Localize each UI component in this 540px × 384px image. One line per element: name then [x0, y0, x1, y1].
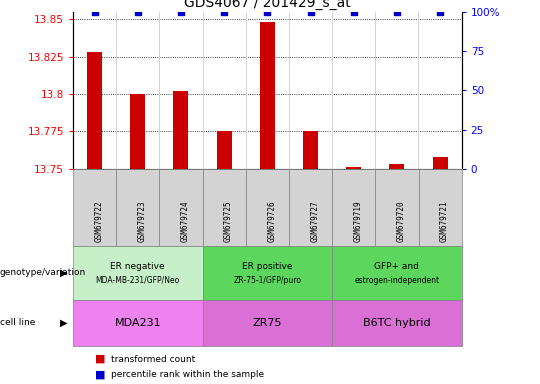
Bar: [260, 22, 275, 169]
Text: GSM679724: GSM679724: [181, 200, 190, 242]
Point: [349, 8, 358, 15]
Bar: [389, 164, 404, 169]
Point: [306, 8, 315, 15]
Text: ■: ■: [94, 354, 105, 364]
Point: [393, 8, 401, 15]
Text: GSM679722: GSM679722: [94, 200, 104, 242]
Text: ▶: ▶: [60, 268, 68, 278]
Text: ER negative: ER negative: [110, 262, 165, 271]
Text: MDA-MB-231/GFP/Neo: MDA-MB-231/GFP/Neo: [96, 276, 180, 285]
Text: genotype/variation: genotype/variation: [0, 268, 86, 277]
Text: ZR-75-1/GFP/puro: ZR-75-1/GFP/puro: [233, 276, 301, 285]
Bar: [173, 91, 188, 169]
Text: B6TC hybrid: B6TC hybrid: [363, 318, 431, 328]
Text: GSM679719: GSM679719: [354, 200, 363, 242]
Text: MDA231: MDA231: [114, 318, 161, 328]
Text: GSM679725: GSM679725: [224, 200, 233, 242]
Text: GSM679727: GSM679727: [310, 200, 320, 242]
Point: [90, 8, 99, 15]
Bar: [130, 94, 145, 169]
Bar: [303, 131, 318, 169]
Point: [263, 8, 272, 15]
Bar: [87, 52, 102, 169]
Text: GFP+ and: GFP+ and: [374, 262, 420, 271]
Point: [177, 8, 185, 15]
Text: estrogen-independent: estrogen-independent: [354, 276, 440, 285]
Text: ER positive: ER positive: [242, 262, 293, 271]
Text: GSM679726: GSM679726: [267, 200, 276, 242]
Text: GSM679720: GSM679720: [397, 200, 406, 242]
Point: [436, 8, 444, 15]
Point: [220, 8, 228, 15]
Text: ▶: ▶: [60, 318, 68, 328]
Text: GSM679721: GSM679721: [440, 200, 449, 242]
Text: ZR75: ZR75: [253, 318, 282, 328]
Text: ■: ■: [94, 369, 105, 379]
Text: transformed count: transformed count: [111, 354, 195, 364]
Text: percentile rank within the sample: percentile rank within the sample: [111, 370, 264, 379]
Bar: [433, 157, 448, 169]
Text: cell line: cell line: [0, 318, 36, 327]
Point: [133, 8, 142, 15]
Bar: [217, 131, 232, 169]
Title: GDS4067 / 201429_s_at: GDS4067 / 201429_s_at: [184, 0, 350, 10]
Bar: [346, 167, 361, 169]
Text: GSM679723: GSM679723: [138, 200, 147, 242]
